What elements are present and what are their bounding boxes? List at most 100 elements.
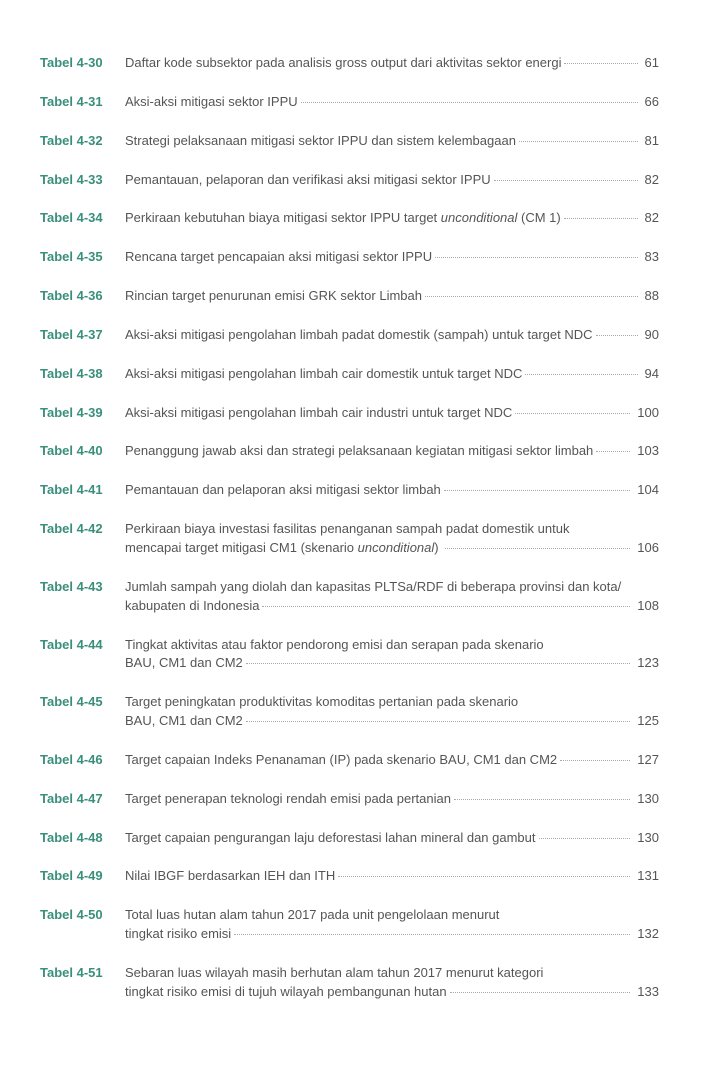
toc-item-body: Perkiraan biaya investasi fasilitas pena… (125, 520, 659, 558)
toc-item-page: 103 (633, 442, 659, 461)
toc-item-body: Rincian target penurunan emisi GRK sekto… (125, 287, 659, 306)
toc-item-title: tingkat risiko emisi (125, 925, 231, 944)
toc-item-title: Pemantauan, pelaporan dan verifikasi aks… (125, 171, 491, 190)
toc-item: Tabel 4-51Sebaran luas wilayah masih ber… (40, 964, 659, 1002)
toc-item-title: BAU, CM1 dan CM2 (125, 654, 243, 673)
toc-leader-dots (525, 374, 637, 375)
toc-item-last-line: Pemantauan dan pelaporan aksi mitigasi s… (125, 481, 659, 500)
toc-item-last-line: Aksi-aksi mitigasi pengolahan limbah cai… (125, 404, 659, 423)
toc-item-page: 125 (633, 712, 659, 731)
toc-item-body: Penanggung jawab aksi dan strategi pelak… (125, 442, 659, 461)
toc-item: Tabel 4-38Aksi-aksi mitigasi pengolahan … (40, 365, 659, 384)
toc-item: Tabel 4-41Pemantauan dan pelaporan aksi … (40, 481, 659, 500)
toc-item: Tabel 4-45Target peningkatan produktivit… (40, 693, 659, 731)
toc-item-page: 130 (633, 829, 659, 848)
toc-item-body: Rencana target pencapaian aksi mitigasi … (125, 248, 659, 267)
toc-item-label: Tabel 4-39 (40, 404, 125, 423)
toc-item-label: Tabel 4-32 (40, 132, 125, 151)
toc-leader-dots (515, 413, 630, 414)
toc-leader-dots (560, 760, 630, 761)
toc-item-page: 83 (641, 248, 659, 267)
toc-item-title-line: Tingkat aktivitas atau faktor pendorong … (125, 636, 659, 655)
toc-item: Tabel 4-30Daftar kode subsektor pada ana… (40, 54, 659, 73)
toc-item-body: Aksi-aksi mitigasi sektor IPPU 66 (125, 93, 659, 112)
toc-item-page: 82 (641, 209, 659, 228)
toc-item-page: 82 (641, 171, 659, 190)
toc-item-body: Aksi-aksi mitigasi pengolahan limbah cai… (125, 365, 659, 384)
toc-item-title-line: Total luas hutan alam tahun 2017 pada un… (125, 906, 659, 925)
toc-item-page: 66 (641, 93, 659, 112)
toc-item-label: Tabel 4-44 (40, 636, 125, 655)
toc-item-label: Tabel 4-50 (40, 906, 125, 925)
toc-item-page: 61 (641, 54, 659, 73)
toc-item-body: Aksi-aksi mitigasi pengolahan limbah pad… (125, 326, 659, 345)
toc-item-body: Perkiraan kebutuhan biaya mitigasi sekto… (125, 209, 659, 228)
toc-item-title-line: Jumlah sampah yang diolah dan kapasitas … (125, 578, 659, 597)
toc-item-title: Target capaian pengurangan laju deforest… (125, 829, 536, 848)
toc-item-page: 90 (641, 326, 659, 345)
toc-item-label: Tabel 4-46 (40, 751, 125, 770)
toc-item-page: 132 (633, 925, 659, 944)
toc-item-body: Target peningkatan produktivitas komodit… (125, 693, 659, 731)
toc-item-label: Tabel 4-47 (40, 790, 125, 809)
toc-item-title-line: Sebaran luas wilayah masih berhutan alam… (125, 964, 659, 983)
toc-item-last-line: Perkiraan kebutuhan biaya mitigasi sekto… (125, 209, 659, 228)
toc-leader-dots (425, 296, 638, 297)
toc-item: Tabel 4-37Aksi-aksi mitigasi pengolahan … (40, 326, 659, 345)
toc-item: Tabel 4-36Rincian target penurunan emisi… (40, 287, 659, 306)
toc-item-page: 127 (633, 751, 659, 770)
toc-item-title: Target capaian Indeks Penanaman (IP) pad… (125, 751, 557, 770)
toc-item: Tabel 4-31Aksi-aksi mitigasi sektor IPPU… (40, 93, 659, 112)
toc-list: Tabel 4-30Daftar kode subsektor pada ana… (40, 54, 659, 1002)
toc-item-last-line: Aksi-aksi mitigasi sektor IPPU 66 (125, 93, 659, 112)
toc-item-last-line: Rincian target penurunan emisi GRK sekto… (125, 287, 659, 306)
toc-leader-dots (338, 876, 630, 877)
toc-item-title: Penanggung jawab aksi dan strategi pelak… (125, 442, 593, 461)
toc-item-label: Tabel 4-37 (40, 326, 125, 345)
toc-item: Tabel 4-32Strategi pelaksanaan mitigasi … (40, 132, 659, 151)
toc-item-body: Aksi-aksi mitigasi pengolahan limbah cai… (125, 404, 659, 423)
toc-item-page: 88 (641, 287, 659, 306)
toc-item-title: Target penerapan teknologi rendah emisi … (125, 790, 451, 809)
toc-item-last-line: kabupaten di Indonesia108 (125, 597, 659, 616)
toc-item-body: Target capaian pengurangan laju deforest… (125, 829, 659, 848)
toc-item-page: 106 (633, 539, 659, 558)
toc-item-body: Nilai IBGF berdasarkan IEH dan ITH131 (125, 867, 659, 886)
toc-item-page: 133 (633, 983, 659, 1002)
toc-item-last-line: Strategi pelaksanaan mitigasi sektor IPP… (125, 132, 659, 151)
toc-item-last-line: Target penerapan teknologi rendah emisi … (125, 790, 659, 809)
toc-item-label: Tabel 4-38 (40, 365, 125, 384)
toc-leader-dots (246, 721, 631, 722)
toc-leader-dots (234, 934, 630, 935)
toc-item-page: 81 (641, 132, 659, 151)
toc-item-body: Pemantauan, pelaporan dan verifikasi aks… (125, 171, 659, 190)
toc-item: Tabel 4-47Target penerapan teknologi ren… (40, 790, 659, 809)
toc-item-last-line: Penanggung jawab aksi dan strategi pelak… (125, 442, 659, 461)
toc-item-title: Aksi-aksi mitigasi pengolahan limbah cai… (125, 365, 522, 384)
toc-item-body: Daftar kode subsektor pada analisis gros… (125, 54, 659, 73)
toc-item-page: 108 (633, 597, 659, 616)
toc-item-title: tingkat risiko emisi di tujuh wilayah pe… (125, 983, 447, 1002)
toc-item-label: Tabel 4-41 (40, 481, 125, 500)
toc-item-body: Tingkat aktivitas atau faktor pendorong … (125, 636, 659, 674)
toc-item: Tabel 4-43Jumlah sampah yang diolah dan … (40, 578, 659, 616)
toc-item-label: Tabel 4-31 (40, 93, 125, 112)
toc-item-label: Tabel 4-49 (40, 867, 125, 886)
toc-item-page: 123 (633, 654, 659, 673)
toc-item: Tabel 4-46Target capaian Indeks Penanama… (40, 751, 659, 770)
toc-item-title: Perkiraan kebutuhan biaya mitigasi sekto… (125, 209, 561, 228)
toc-item-last-line: mencapai target mitigasi CM1 (skenario u… (125, 539, 659, 558)
toc-item-body: Sebaran luas wilayah masih berhutan alam… (125, 964, 659, 1002)
toc-leader-dots (444, 490, 631, 491)
toc-item-last-line: Nilai IBGF berdasarkan IEH dan ITH131 (125, 867, 659, 886)
toc-item-title: Aksi-aksi mitigasi sektor IPPU (125, 93, 298, 112)
toc-item-page: 130 (633, 790, 659, 809)
toc-item-title: Nilai IBGF berdasarkan IEH dan ITH (125, 867, 335, 886)
toc-item-last-line: Target capaian Indeks Penanaman (IP) pad… (125, 751, 659, 770)
toc-item-title: Daftar kode subsektor pada analisis gros… (125, 54, 561, 73)
toc-leader-dots (494, 180, 638, 181)
toc-item-last-line: BAU, CM1 dan CM2125 (125, 712, 659, 731)
toc-leader-dots (519, 141, 638, 142)
toc-leader-dots (564, 218, 638, 219)
toc-item-label: Tabel 4-42 (40, 520, 125, 539)
